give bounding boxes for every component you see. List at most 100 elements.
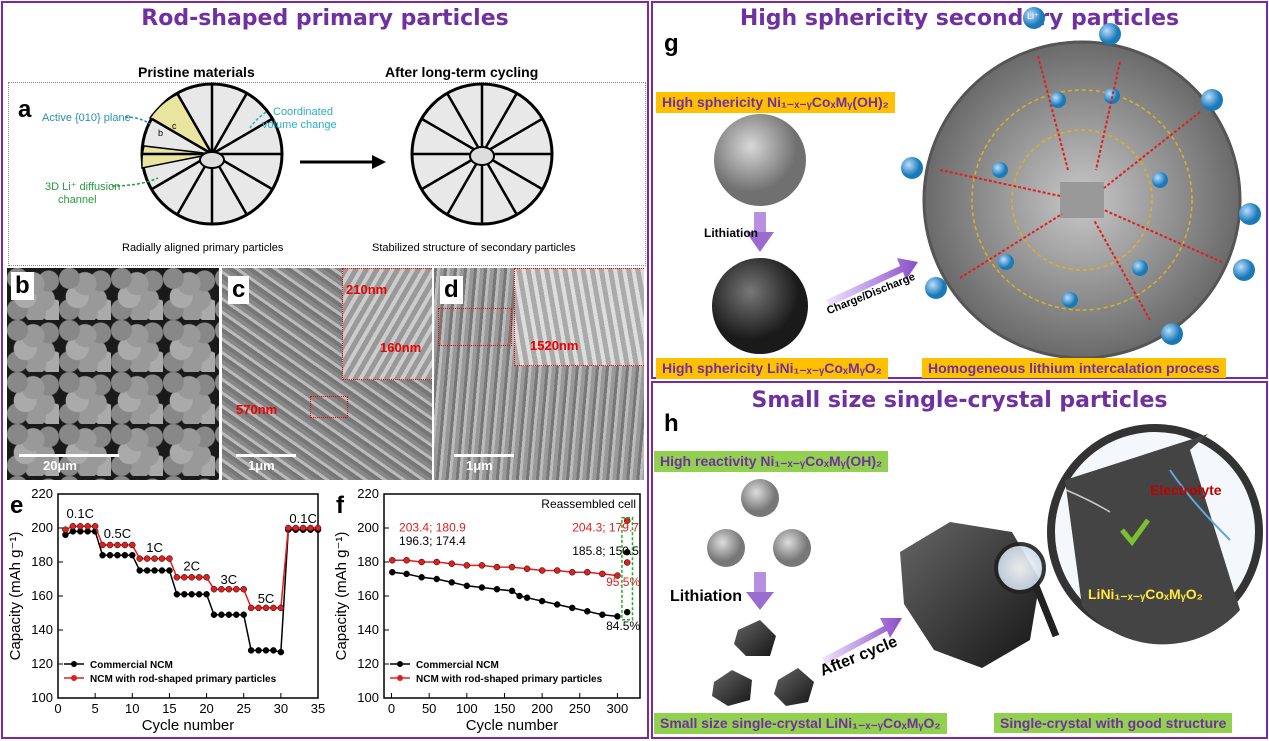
li-ion-label: Li⁺ xyxy=(1027,11,1039,21)
y-tick-label: 220 xyxy=(31,486,53,501)
data-point xyxy=(203,574,210,581)
data-point xyxy=(181,574,188,581)
measure-c-570: 570nm xyxy=(236,402,278,417)
right-bottom-title: Small size single-crystal particles xyxy=(751,388,1168,413)
reassembled-point xyxy=(623,608,631,616)
reassembled-label: Reassembled cell xyxy=(541,497,636,511)
data-point xyxy=(188,591,195,598)
y-tick-label: 120 xyxy=(31,656,53,671)
legend-marker xyxy=(71,675,77,681)
y-tick-label: 120 xyxy=(357,656,379,671)
x-axis-label: Cycle number xyxy=(142,717,235,734)
tag-precursor-h: High reactivity Ni₁₋ₓ₋ᵧCoₓMᵧ(OH)₂ xyxy=(654,451,889,472)
data-point xyxy=(418,574,425,581)
data-point xyxy=(448,560,456,567)
large-particle-icon xyxy=(922,40,1242,360)
rate-label: 0.1C xyxy=(289,511,316,526)
data-point xyxy=(553,601,561,608)
x-tick-label: 35 xyxy=(311,701,325,716)
sem-image-c: c 210nm 160nm 570nm 1μm xyxy=(222,268,432,480)
data-point xyxy=(433,575,440,583)
scale-bar-c xyxy=(236,454,296,457)
data-point xyxy=(614,613,621,620)
data-point xyxy=(106,551,114,559)
panel-d-label: d xyxy=(440,276,463,304)
tag-good-structure: Single-crystal with good structure xyxy=(994,713,1233,733)
data-point xyxy=(599,570,606,578)
data-point xyxy=(568,604,576,612)
data-point xyxy=(121,551,129,559)
x-tick-label: 100 xyxy=(456,701,478,716)
data-point xyxy=(158,555,166,562)
y-tick-label: 100 xyxy=(357,690,379,705)
product-sphere-icon xyxy=(712,258,808,354)
data-point xyxy=(516,592,523,600)
x-tick-label: 10 xyxy=(125,701,139,716)
magnifier-icon xyxy=(994,542,1060,638)
x-tick-label: 250 xyxy=(569,701,591,716)
tag-product-g: High sphericity LiNi₁₋ₓ₋ᵧCoₓMᵧO₂ xyxy=(656,358,888,379)
data-point xyxy=(166,567,173,574)
sem-image-d: d 1520nm 1μm xyxy=(434,268,644,480)
data-point xyxy=(151,555,158,562)
x-tick-label: 25 xyxy=(236,701,250,716)
data-point xyxy=(195,591,203,598)
rate-label: 0.1C xyxy=(67,506,94,521)
x-tick-label: 20 xyxy=(199,701,213,716)
small-crystal-icon xyxy=(734,620,776,656)
x-axis-label: Cycle number xyxy=(466,717,559,734)
panel-g-label: g xyxy=(664,30,679,57)
li-ion-icon xyxy=(1023,7,1045,29)
data-point xyxy=(62,526,69,533)
data-point xyxy=(225,611,233,618)
data-point xyxy=(463,582,471,590)
legend-marker xyxy=(397,661,403,667)
data-point xyxy=(389,568,396,576)
rate-label: 0.5C xyxy=(104,526,131,541)
data-point xyxy=(218,585,225,593)
data-point xyxy=(478,584,486,591)
data-point xyxy=(166,555,173,562)
data-point xyxy=(418,558,425,566)
data-point xyxy=(99,551,106,559)
data-point xyxy=(277,648,285,656)
data-point xyxy=(463,562,471,569)
data-point xyxy=(91,523,99,530)
data-point xyxy=(314,524,322,532)
data-point xyxy=(114,551,121,559)
data-point xyxy=(403,557,410,564)
data-point xyxy=(568,568,576,576)
data-point xyxy=(173,591,181,598)
data-point xyxy=(77,523,84,530)
data-point xyxy=(403,570,410,578)
panel-a-label: a xyxy=(18,96,32,123)
left-panel-title: Rod-shaped primary particles xyxy=(141,6,509,31)
data-point xyxy=(292,524,299,532)
left-panel-frame xyxy=(1,1,649,739)
panel-a-box xyxy=(8,82,646,266)
x-tick-label: 200 xyxy=(531,701,553,716)
data-point xyxy=(225,585,233,593)
data-point xyxy=(508,587,516,595)
series-line xyxy=(392,559,618,577)
y-tick-label: 160 xyxy=(31,588,53,603)
data-point xyxy=(158,567,166,574)
y-tick-label: 160 xyxy=(357,588,379,603)
sem-image-b: b 20μm xyxy=(7,268,219,480)
data-point xyxy=(553,567,561,574)
data-point xyxy=(233,585,240,593)
data-point xyxy=(523,594,531,601)
scale-bar-d xyxy=(454,454,514,457)
x-tick-label: 30 xyxy=(274,701,288,716)
data-point xyxy=(508,563,516,571)
scale-bar-b xyxy=(19,454,119,457)
y-tick-label: 220 xyxy=(357,486,379,501)
data-point xyxy=(538,567,546,574)
data-point xyxy=(136,567,143,574)
legend-text: Commercial NCM xyxy=(416,660,499,671)
diffusion-label-1: 3D Li⁺ diffusion xyxy=(45,181,121,193)
data-point xyxy=(129,551,136,559)
caption-left: Radially aligned primary particles xyxy=(122,242,284,254)
rate-label: 5C xyxy=(258,591,275,606)
